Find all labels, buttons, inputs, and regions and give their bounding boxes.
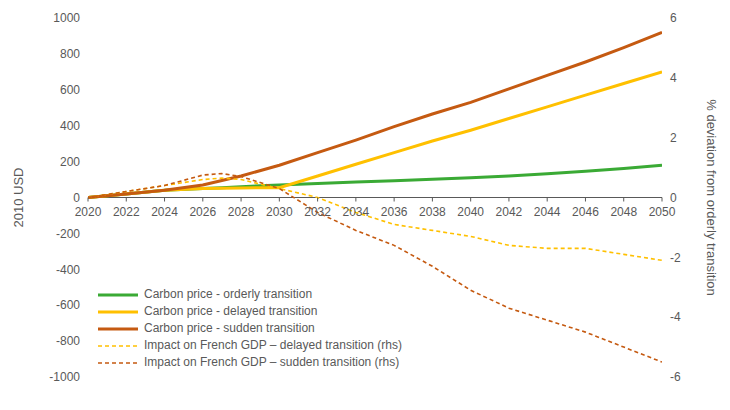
- svg-text:2044: 2044: [534, 205, 561, 219]
- svg-text:800: 800: [60, 47, 80, 61]
- svg-text:2026: 2026: [189, 205, 216, 219]
- svg-text:1000: 1000: [53, 11, 80, 25]
- svg-text:0: 0: [670, 191, 677, 205]
- svg-text:2020: 2020: [75, 205, 102, 219]
- svg-text:2046: 2046: [572, 205, 599, 219]
- svg-text:2050: 2050: [649, 205, 676, 219]
- svg-text:2040: 2040: [457, 205, 484, 219]
- svg-text:-4: -4: [670, 310, 681, 324]
- svg-text:-2: -2: [670, 251, 681, 265]
- svg-text:-600: -600: [56, 298, 80, 312]
- svg-text:2034: 2034: [343, 205, 370, 219]
- html-text:Impact on French GDP – sudden: Impact on French GDP – sudden transition…: [144, 355, 400, 369]
- svg-text:200: 200: [60, 155, 80, 169]
- svg-text:2010 USD: 2010 USD: [11, 168, 26, 228]
- svg-text:-200: -200: [56, 227, 80, 241]
- svg-text:2032: 2032: [304, 205, 331, 219]
- svg-text:2036: 2036: [381, 205, 408, 219]
- svg-text:2042: 2042: [496, 205, 523, 219]
- svg-text:2030: 2030: [266, 205, 293, 219]
- svg-text:2038: 2038: [419, 205, 446, 219]
- svg-text:4: 4: [670, 71, 677, 85]
- svg-text:400: 400: [60, 119, 80, 133]
- svg-text:-800: -800: [56, 334, 80, 348]
- svg-text:600: 600: [60, 83, 80, 97]
- svg-text:-1000: -1000: [49, 370, 80, 384]
- svg-text:-400: -400: [56, 263, 80, 277]
- svg-text:2028: 2028: [228, 205, 255, 219]
- svg-text:-6: -6: [670, 370, 681, 384]
- svg-text:2: 2: [670, 131, 677, 145]
- svg-text:6: 6: [670, 11, 677, 25]
- svg-text:2022: 2022: [113, 205, 140, 219]
- svg-text:0: 0: [73, 191, 80, 205]
- svg-text:2048: 2048: [610, 205, 637, 219]
- html-text:Carbon price - delayed transit: Carbon price - delayed transition: [144, 304, 318, 318]
- html-text:Impact on French GDP – delayed: Impact on French GDP – delayed transitio…: [144, 338, 402, 352]
- html-text:Carbon price - orderly transit: Carbon price - orderly transition: [144, 287, 313, 301]
- svg-text:% deviation from orderly trans: % deviation from orderly transition: [704, 99, 719, 296]
- svg-text:2024: 2024: [151, 205, 178, 219]
- html-text:Carbon price - sudden transiti: Carbon price - sudden transition: [144, 321, 315, 335]
